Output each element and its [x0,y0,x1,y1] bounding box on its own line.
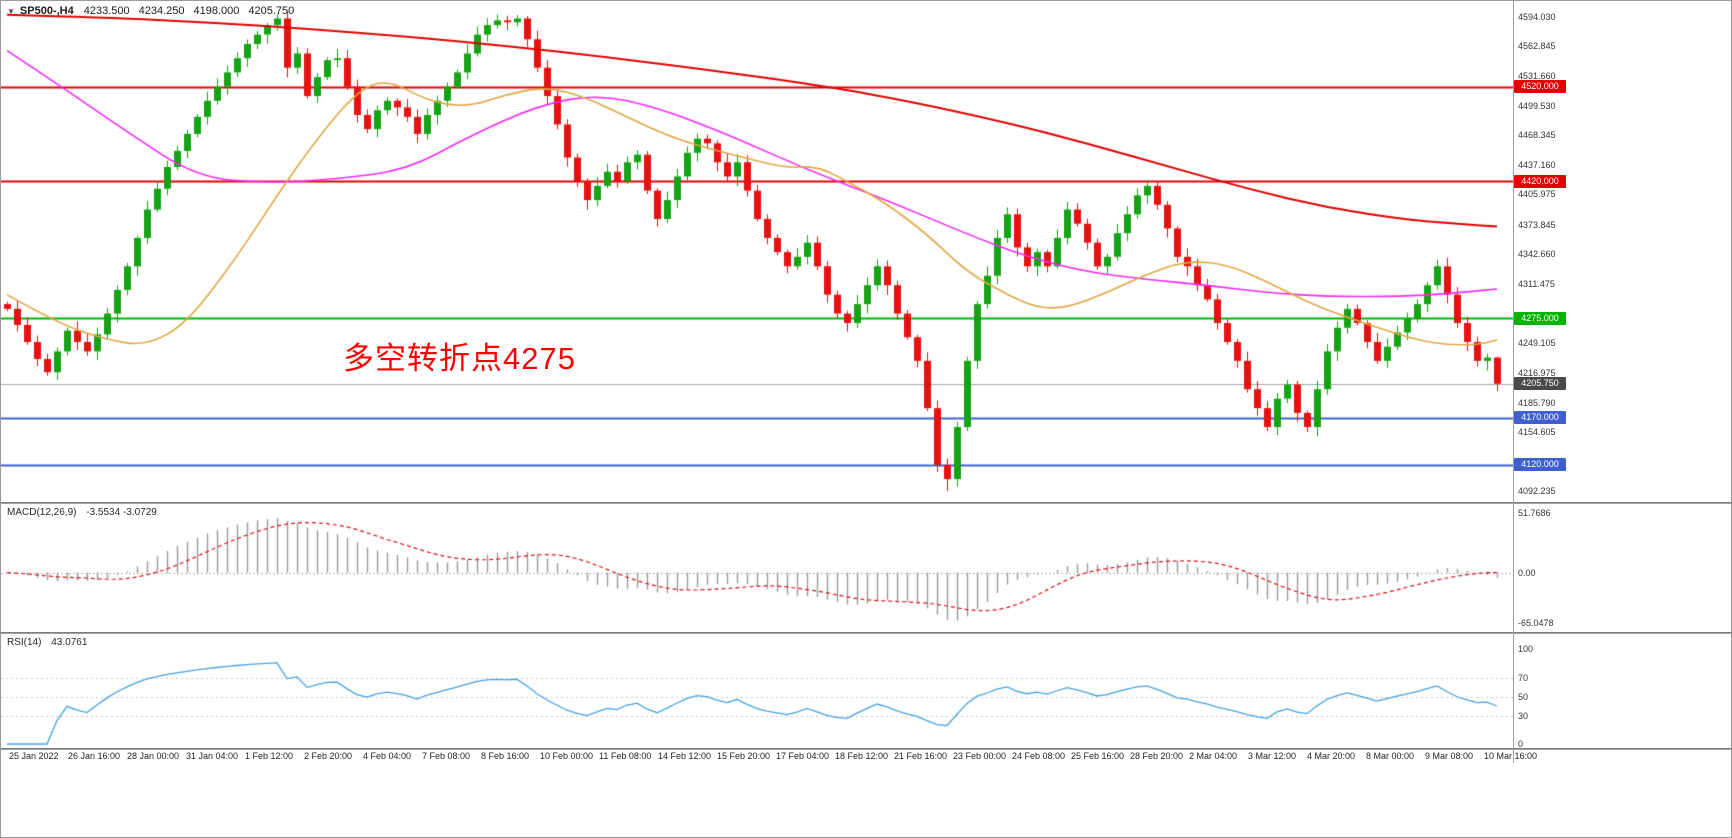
time-tick-label: 1 Feb 12:00 [245,751,294,761]
time-tick-label: 8 Feb 16:00 [481,751,530,761]
rsi-axis-label: 50 [1518,691,1529,702]
symbol-marker-icon: ▼ [7,6,15,16]
price-tick-label: 4311.475 [1518,278,1555,289]
price-tick-label: 4405.975 [1518,189,1556,200]
price-tick-label: 4499.530 [1518,100,1556,111]
panel-divider[interactable] [1,632,1731,634]
macd-panel: MACD(12,26,9) -3.5534 -3.0729 [1,504,1513,632]
price-tick-label: 4594.030 [1518,11,1556,22]
time-tick-label: 31 Jan 04:00 [186,751,239,761]
time-tick-label: 17 Feb 04:00 [776,751,830,761]
rsi-axis-label: 70 [1518,672,1529,683]
time-tick-label: 28 Feb 20:00 [1130,751,1184,761]
chart-annotation-text[interactable]: 多空转折点4275 [343,341,576,376]
price-tick-label: 4249.105 [1518,337,1556,348]
price-tick-label: 4092.235 [1518,486,1556,497]
ohlc-low-value: 4198.000 [193,5,240,17]
macd-axis-label: 0.00 [1518,567,1536,578]
time-tick-label: 4 Mar 20:00 [1307,751,1356,761]
chart-title: ▼ SP500-,H4 4233.500 4234.250 4198.000 4… [7,5,303,17]
rsi-value: 43.0761 [51,637,88,648]
time-tick-label: 18 Feb 12:00 [835,751,889,761]
time-tick-label: 26 Jan 16:00 [68,751,121,761]
price-line-badge[interactable]: 4520.000 [1514,80,1566,94]
time-tick-label: 28 Jan 00:00 [127,751,180,761]
rsi-label: RSI(14) [7,637,42,648]
rsi-chart-canvas[interactable] [1,634,1513,748]
price-tick-label: 4342.660 [1518,249,1556,260]
time-tick-label: 4 Feb 04:00 [363,751,412,761]
time-tick-label: 14 Feb 12:00 [658,751,712,761]
time-tick-label: 3 Mar 12:00 [1248,751,1297,761]
price-line-badge[interactable]: 4420.000 [1514,174,1566,188]
rsi-axis-label: 100 [1518,644,1534,654]
price-tick-label: 4185.790 [1518,397,1556,408]
time-tick-label: 25 Jan 2022 [9,751,59,761]
time-tick-label: 8 Mar 00:00 [1366,751,1415,761]
price-tick-label: 4373.845 [1518,219,1556,230]
rsi-title: RSI(14) 43.0761 [7,637,87,648]
time-tick-label: 11 Feb 08:00 [599,751,652,761]
symbol-timeframe-label: SP500-,H4 [19,5,74,17]
price-tick-label: 4531.660 [1518,70,1556,81]
time-tick-label: 23 Feb 00:00 [953,751,1007,761]
macd-chart-canvas[interactable] [1,504,1513,632]
price-line-badge[interactable]: 4170.000 [1514,411,1566,425]
panel-divider[interactable] [1,748,1731,750]
macd-values: -3.5534 -3.0729 [86,507,157,518]
time-tick-label: 7 Feb 08:00 [422,751,471,761]
macd-title: MACD(12,26,9) -3.5534 -3.0729 [7,507,157,518]
rsi-panel: RSI(14) 43.0761 [1,634,1513,748]
price-tick-label: 4562.845 [1518,41,1556,52]
rsi-axis-label: 30 [1518,710,1529,721]
macd-label: MACD(12,26,9) [7,507,77,518]
price-tick-label: 4468.345 [1518,130,1556,141]
price-axis-divider [1513,1,1514,763]
ohlc-open-value: 4233.500 [83,5,130,17]
price-tick-label: 4154.605 [1518,427,1556,438]
price-line-badge[interactable]: 4275.000 [1514,311,1566,325]
ohlc-close-value: 4205.750 [248,5,295,17]
time-tick-label: 2 Feb 20:00 [304,751,353,761]
time-tick-label: 21 Feb 16:00 [894,751,948,761]
price-tick-label: 4437.160 [1518,159,1556,170]
time-tick-label: 10 Feb 00:00 [540,751,594,761]
panel-divider[interactable] [1,502,1731,504]
price-line-badge[interactable]: 4120.000 [1514,458,1566,472]
rsi-axis-label: 0 [1518,739,1524,749]
time-tick-label: 10 Mar 16:00 [1484,751,1538,761]
price-line-badge[interactable]: 4205.750 [1514,377,1566,391]
time-tick-label: 25 Feb 16:00 [1071,751,1125,761]
price-tick-label: 4216.975 [1518,368,1556,379]
time-tick-label: 15 Feb 20:00 [717,751,771,761]
ohlc-high-value: 4234.250 [138,5,185,17]
time-tick-label: 2 Mar 04:00 [1189,751,1238,761]
macd-axis-label: 51.7686 [1518,508,1551,518]
price-chart-canvas[interactable] [1,1,1513,502]
time-tick-label: 24 Feb 08:00 [1012,751,1066,761]
price-panel: ▼ SP500-,H4 4233.500 4234.250 4198.000 4… [1,1,1513,502]
time-tick-label: 9 Mar 08:00 [1425,751,1474,761]
macd-axis-label: -65.0478 [1518,618,1554,628]
